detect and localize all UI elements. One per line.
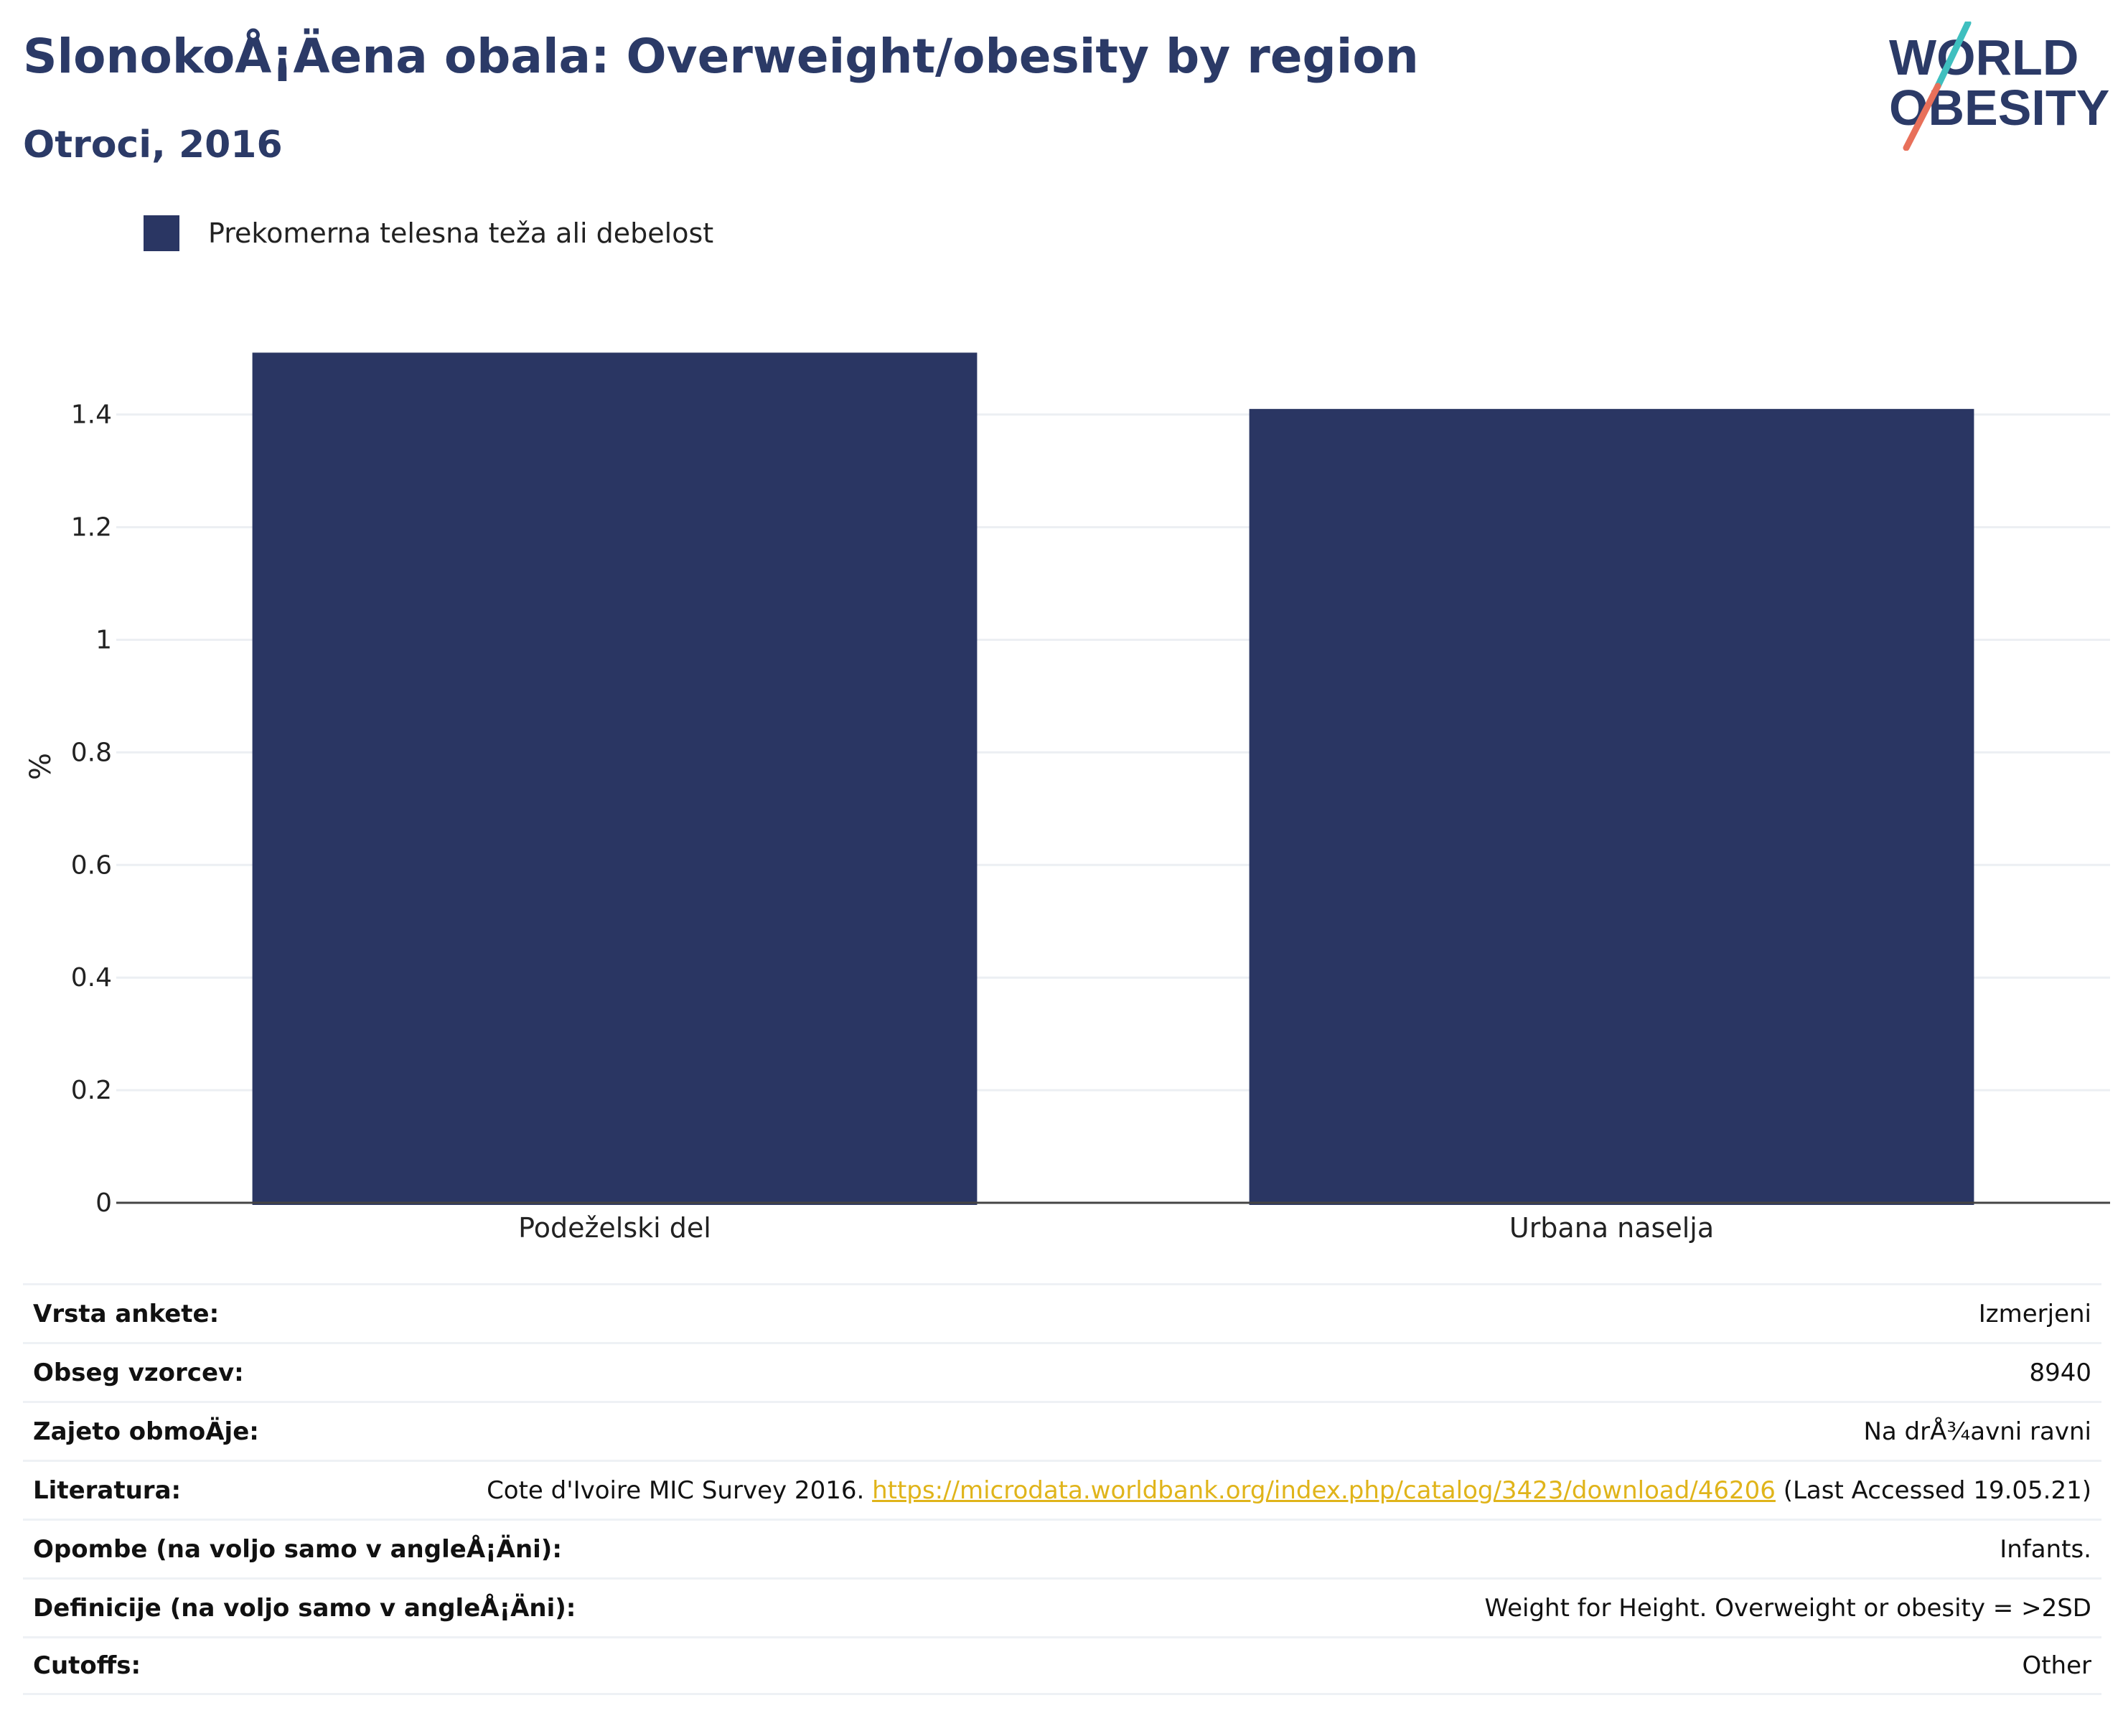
y-tick-label: 0.2	[71, 1076, 112, 1105]
y-tick-label: 1	[95, 625, 112, 654]
legend-swatch	[144, 215, 179, 251]
info-value: Infants.	[2000, 1535, 2091, 1564]
info-value: Cote d'Ivoire MIC Survey 2016. https://m…	[487, 1476, 2091, 1505]
info-value: Izmerjeni	[1979, 1300, 2091, 1328]
world-obesity-logo: WORLD OBESITY	[1866, 22, 2110, 151]
info-value: Na drÅ¾avni ravni	[1863, 1417, 2091, 1446]
info-value: Weight for Height. Overweight or obesity…	[1484, 1594, 2091, 1623]
bar	[1250, 409, 1974, 1205]
x-tick-label: Urbana naselja	[1509, 1212, 1714, 1244]
chart-legend: Prekomerna telesna teža ali debelost	[144, 212, 713, 255]
info-label: Vrsta ankete:	[33, 1300, 219, 1328]
info-value: Other	[2022, 1651, 2091, 1680]
logo-line1: WORLD	[1889, 29, 2079, 85]
y-tick-label: 0.8	[71, 738, 112, 767]
info-row: Obseg vzorcev: 8940	[23, 1342, 2101, 1401]
survey-info-table: Vrsta ankete: Izmerjeni Obseg vzorcev: 8940…	[23, 1283, 2101, 1695]
logo-line2: OBESITY	[1889, 80, 2109, 136]
info-label: Opombe (na voljo samo v angleÅ¡Ä ni):	[33, 1535, 562, 1564]
info-row: Zajeto obmoÄ je: Na drÅ¾avni ravni	[23, 1401, 2101, 1460]
reference-link[interactable]: https://microdata.worldbank.org/index.ph…	[872, 1476, 1776, 1505]
y-axis-label: %	[24, 753, 57, 780]
info-label: Obseg vzorcev:	[33, 1359, 244, 1387]
info-value: 8940	[2029, 1359, 2091, 1387]
page-title: SlonokoÅ¡Ä ena obala: Overweight/obesity…	[23, 29, 1419, 84]
bar	[253, 352, 978, 1205]
y-tick-label: 0.6	[71, 850, 112, 880]
info-label: Zajeto obmoÄ je:	[33, 1417, 259, 1446]
info-row: Literatura: Cote d'Ivoire MIC Survey 2016…	[23, 1460, 2101, 1519]
info-label: Literatura:	[33, 1476, 181, 1505]
page-subtitle: Otroci, 2016	[23, 123, 283, 166]
y-tick-label: 1.4	[71, 400, 112, 430]
info-label: Cutoffs:	[33, 1651, 141, 1680]
info-label: Definicije (na voljo samo v angleÅ¡Ä ni)…	[33, 1594, 576, 1623]
bar-chart: 0 0.2 0.4 0.6 0.8 1 1.2 1.4% Podeželski del Urban…	[0, 273, 2123, 1249]
x-tick-label: Podeželski del	[518, 1212, 711, 1244]
info-row: Vrsta ankete: Izmerjeni	[23, 1283, 2101, 1342]
legend-label: Prekomerna telesna teža ali debelost	[208, 217, 713, 249]
info-row: Opombe (na voljo samo v angleÅ¡Ä ni): Inf…	[23, 1519, 2101, 1577]
y-tick-label: 0.4	[71, 963, 112, 993]
info-row: Definicije (na voljo samo v angleÅ¡Ä ni)…	[23, 1577, 2101, 1636]
y-tick-label: 0	[95, 1188, 112, 1218]
y-tick-label: 1.2	[71, 513, 112, 543]
info-row: Cutoffs: Other	[23, 1636, 2101, 1695]
